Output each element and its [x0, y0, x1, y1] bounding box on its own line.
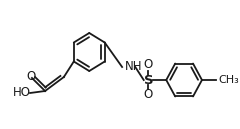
- Text: CH₃: CH₃: [218, 75, 239, 85]
- Text: HO: HO: [13, 87, 31, 99]
- Text: NH: NH: [125, 61, 142, 74]
- Text: S: S: [144, 74, 153, 87]
- Text: O: O: [144, 58, 153, 71]
- Text: O: O: [26, 71, 36, 83]
- Text: O: O: [144, 88, 153, 102]
